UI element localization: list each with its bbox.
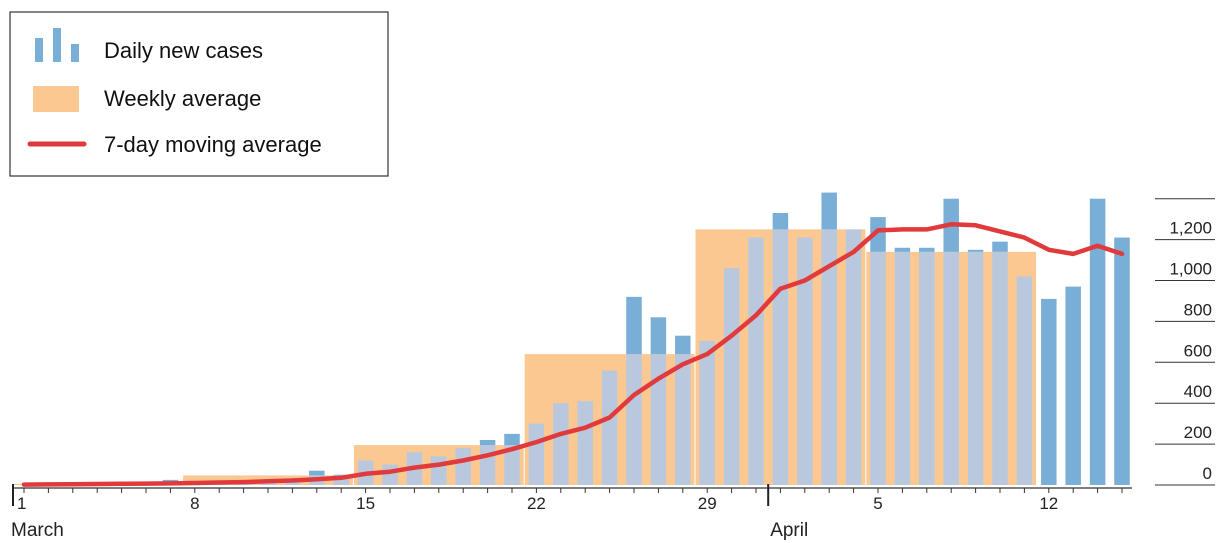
daily-bar-top bbox=[772, 213, 789, 230]
moving-average-line bbox=[21, 222, 1125, 487]
daily-bar bbox=[626, 354, 642, 485]
daily-bar-top bbox=[870, 217, 886, 252]
daily-bar-top bbox=[309, 470, 325, 476]
legend-weekly-swatch bbox=[33, 86, 79, 112]
daily-bar bbox=[797, 237, 813, 485]
x-tick-label: 12 bbox=[1039, 494, 1058, 513]
y-tick-label: 400 bbox=[1184, 382, 1212, 401]
daily-bar bbox=[1089, 198, 1106, 485]
y-tick-label: 1,000 bbox=[1169, 260, 1212, 279]
daily-bar-top bbox=[821, 192, 837, 230]
daily-bar bbox=[821, 229, 837, 485]
x-axis: 1 8 15 22 29 5 12 March April bbox=[11, 484, 1132, 541]
daily-bar bbox=[967, 251, 984, 485]
daily-bar bbox=[699, 340, 715, 485]
daily-bar-top bbox=[894, 247, 911, 252]
legend-daily-swatch-bar bbox=[71, 44, 79, 62]
legend-daily-swatch-bar bbox=[35, 38, 43, 62]
daily-bar bbox=[894, 251, 911, 485]
daily-bar bbox=[992, 251, 1008, 485]
daily-bar-top bbox=[504, 433, 520, 446]
daily-bar bbox=[845, 229, 862, 485]
daily-bar bbox=[431, 456, 447, 485]
daily-bar-top bbox=[333, 474, 349, 476]
daily-bar bbox=[333, 475, 349, 485]
y-tick-label: 800 bbox=[1184, 300, 1212, 319]
daily-bar-top bbox=[479, 440, 496, 446]
daily-bar-top bbox=[967, 249, 984, 252]
legend-daily-swatch bbox=[35, 28, 79, 62]
daily-bar bbox=[943, 251, 959, 485]
x-tick-label: 5 bbox=[873, 494, 882, 513]
daily-bar bbox=[504, 445, 520, 485]
y-tick-label: 200 bbox=[1184, 423, 1212, 442]
legend: Daily new cases Weekly average 7-day mov… bbox=[9, 11, 389, 177]
legend-label-weekly: Weekly average bbox=[104, 86, 261, 111]
x-tick-label: 15 bbox=[356, 494, 375, 513]
y-tick-label: 1,200 bbox=[1169, 219, 1212, 238]
daily-cases-layer bbox=[40, 192, 1130, 485]
daily-bar bbox=[870, 251, 886, 485]
daily-bar bbox=[650, 354, 667, 485]
daily-bar bbox=[919, 251, 935, 485]
daily-bar-top bbox=[650, 317, 667, 355]
daily-bar-top bbox=[919, 247, 935, 252]
daily-bar bbox=[723, 268, 740, 485]
daily-bar bbox=[772, 229, 789, 485]
legend-label-daily: Daily new cases bbox=[104, 38, 263, 63]
y-tick-label: 0 bbox=[1203, 464, 1212, 483]
daily-bar bbox=[553, 403, 569, 485]
x-tick-label: 1 bbox=[17, 494, 26, 513]
legend-daily-swatch-bar bbox=[53, 28, 61, 62]
daily-bar-top bbox=[626, 296, 642, 355]
daily-bar bbox=[675, 354, 691, 485]
x-tick-label: 22 bbox=[527, 494, 546, 513]
daily-bar bbox=[382, 464, 398, 485]
daily-bar-top bbox=[992, 241, 1008, 252]
daily-bar bbox=[479, 445, 496, 485]
x-tick-label: 29 bbox=[698, 494, 717, 513]
daily-bar bbox=[1041, 298, 1057, 485]
daily-bar bbox=[601, 370, 618, 485]
moving-average-layer bbox=[21, 222, 1125, 487]
legend-label-moving: 7-day moving average bbox=[104, 132, 322, 157]
daily-bar bbox=[455, 448, 471, 485]
daily-bar bbox=[1114, 237, 1130, 485]
month-label: April bbox=[770, 520, 808, 541]
daily-bar-top bbox=[675, 335, 691, 355]
daily-bar bbox=[1065, 286, 1081, 485]
y-tick-label: 600 bbox=[1184, 341, 1212, 360]
y-axis: 0 200 400 600 800 1,000 1,200 bbox=[1155, 198, 1215, 486]
daily-bar bbox=[528, 423, 545, 485]
month-label: March bbox=[11, 520, 64, 541]
x-tick-label: 8 bbox=[190, 494, 199, 513]
daily-bar bbox=[748, 237, 764, 485]
daily-bar bbox=[1016, 276, 1033, 485]
daily-bar bbox=[577, 401, 593, 485]
